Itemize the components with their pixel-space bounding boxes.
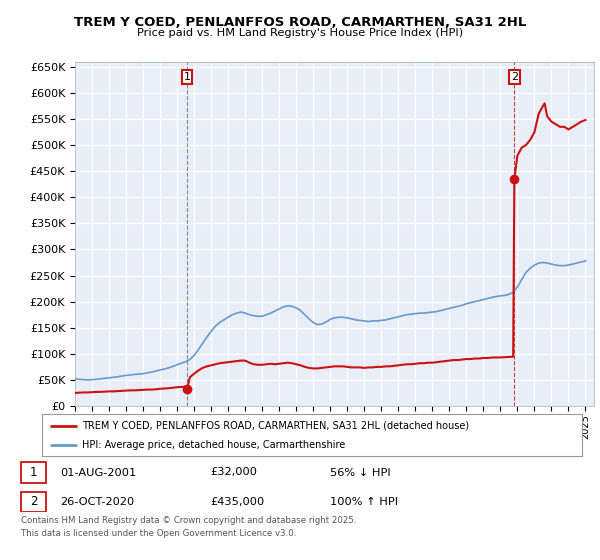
Text: TREM Y COED, PENLANFFOS ROAD, CARMARTHEN, SA31 2HL: TREM Y COED, PENLANFFOS ROAD, CARMARTHEN… xyxy=(74,16,526,29)
Bar xyxy=(21,463,46,483)
Text: Contains HM Land Registry data © Crown copyright and database right 2025.
This d: Contains HM Land Registry data © Crown c… xyxy=(21,516,356,538)
Text: 56% ↓ HPI: 56% ↓ HPI xyxy=(330,468,391,478)
Text: 2: 2 xyxy=(30,495,37,508)
Text: £32,000: £32,000 xyxy=(210,468,257,478)
Bar xyxy=(21,492,46,512)
Text: 1: 1 xyxy=(30,466,37,479)
Text: TREM Y COED, PENLANFFOS ROAD, CARMARTHEN, SA31 2HL (detached house): TREM Y COED, PENLANFFOS ROAD, CARMARTHEN… xyxy=(83,421,470,431)
Text: 2: 2 xyxy=(511,72,518,82)
Text: HPI: Average price, detached house, Carmarthenshire: HPI: Average price, detached house, Carm… xyxy=(83,440,346,450)
Text: Price paid vs. HM Land Registry's House Price Index (HPI): Price paid vs. HM Land Registry's House … xyxy=(137,28,463,38)
Text: 100% ↑ HPI: 100% ↑ HPI xyxy=(330,497,398,507)
Text: 01-AUG-2001: 01-AUG-2001 xyxy=(60,468,136,478)
Text: 1: 1 xyxy=(184,72,190,82)
Text: £435,000: £435,000 xyxy=(210,497,264,507)
Text: 26-OCT-2020: 26-OCT-2020 xyxy=(60,497,134,507)
